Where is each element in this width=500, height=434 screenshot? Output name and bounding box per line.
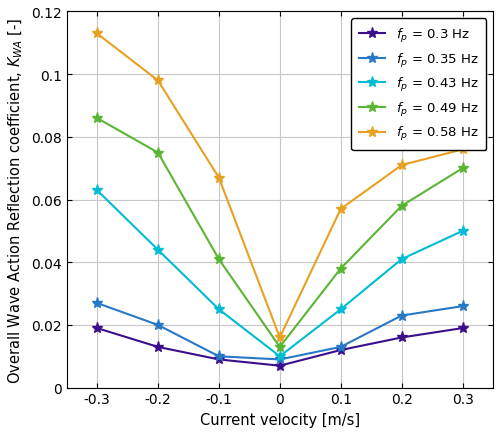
$f_p$ = 0.58 Hz [338,207,344,212]
Y-axis label: Overall Wave Action Reflection coefficient, $K_{WA}$ [-]: Overall Wave Action Reflection coefficie… [7,17,26,383]
$f_p$ = 0.35 Hz [398,313,404,319]
$f_p$ = 0.43 Hz [338,307,344,312]
$f_p$ = 0.49 Hz [94,116,100,122]
$f_p$ = 0.35 Hz [216,354,222,359]
$f_p$ = 0.49 Hz [460,166,466,171]
$f_p$ = 0.35 Hz [460,304,466,309]
$f_p$ = 0.58 Hz [398,163,404,168]
$f_p$ = 0.43 Hz [155,247,161,253]
$f_p$ = 0.58 Hz [277,335,283,340]
$f_p$ = 0.3 Hz [338,348,344,353]
$f_p$ = 0.43 Hz [398,257,404,262]
$f_p$ = 0.58 Hz [460,148,466,153]
$f_p$ = 0.3 Hz [216,357,222,362]
$f_p$ = 0.43 Hz [94,188,100,193]
$f_p$ = 0.43 Hz [277,354,283,359]
$f_p$ = 0.43 Hz [216,307,222,312]
Line: $f_p$ = 0.43 Hz: $f_p$ = 0.43 Hz [92,185,468,362]
Line: $f_p$ = 0.35 Hz: $f_p$ = 0.35 Hz [92,298,468,365]
$f_p$ = 0.3 Hz [155,345,161,350]
$f_p$ = 0.43 Hz [460,229,466,234]
Line: $f_p$ = 0.49 Hz: $f_p$ = 0.49 Hz [92,113,468,353]
$f_p$ = 0.58 Hz [94,32,100,37]
$f_p$ = 0.3 Hz [398,335,404,340]
Legend: $f_p$ = 0.3 Hz, $f_p$ = 0.35 Hz, $f_p$ = 0.43 Hz, $f_p$ = 0.49 Hz, $f_p$ = 0.58 : $f_p$ = 0.3 Hz, $f_p$ = 0.35 Hz, $f_p$ =… [351,19,486,151]
$f_p$ = 0.35 Hz [94,301,100,306]
$f_p$ = 0.49 Hz [398,204,404,209]
$f_p$ = 0.49 Hz [277,345,283,350]
$f_p$ = 0.58 Hz [216,176,222,181]
$f_p$ = 0.3 Hz [277,363,283,368]
X-axis label: Current velocity [m/s]: Current velocity [m/s] [200,412,360,427]
$f_p$ = 0.35 Hz [155,322,161,328]
$f_p$ = 0.58 Hz [155,79,161,84]
Line: $f_p$ = 0.58 Hz: $f_p$ = 0.58 Hz [92,29,468,343]
$f_p$ = 0.3 Hz [460,326,466,331]
$f_p$ = 0.49 Hz [155,151,161,156]
Line: $f_p$ = 0.3 Hz: $f_p$ = 0.3 Hz [92,323,468,372]
$f_p$ = 0.49 Hz [216,257,222,262]
$f_p$ = 0.49 Hz [338,266,344,272]
$f_p$ = 0.35 Hz [338,345,344,350]
$f_p$ = 0.35 Hz [277,357,283,362]
$f_p$ = 0.3 Hz [94,326,100,331]
